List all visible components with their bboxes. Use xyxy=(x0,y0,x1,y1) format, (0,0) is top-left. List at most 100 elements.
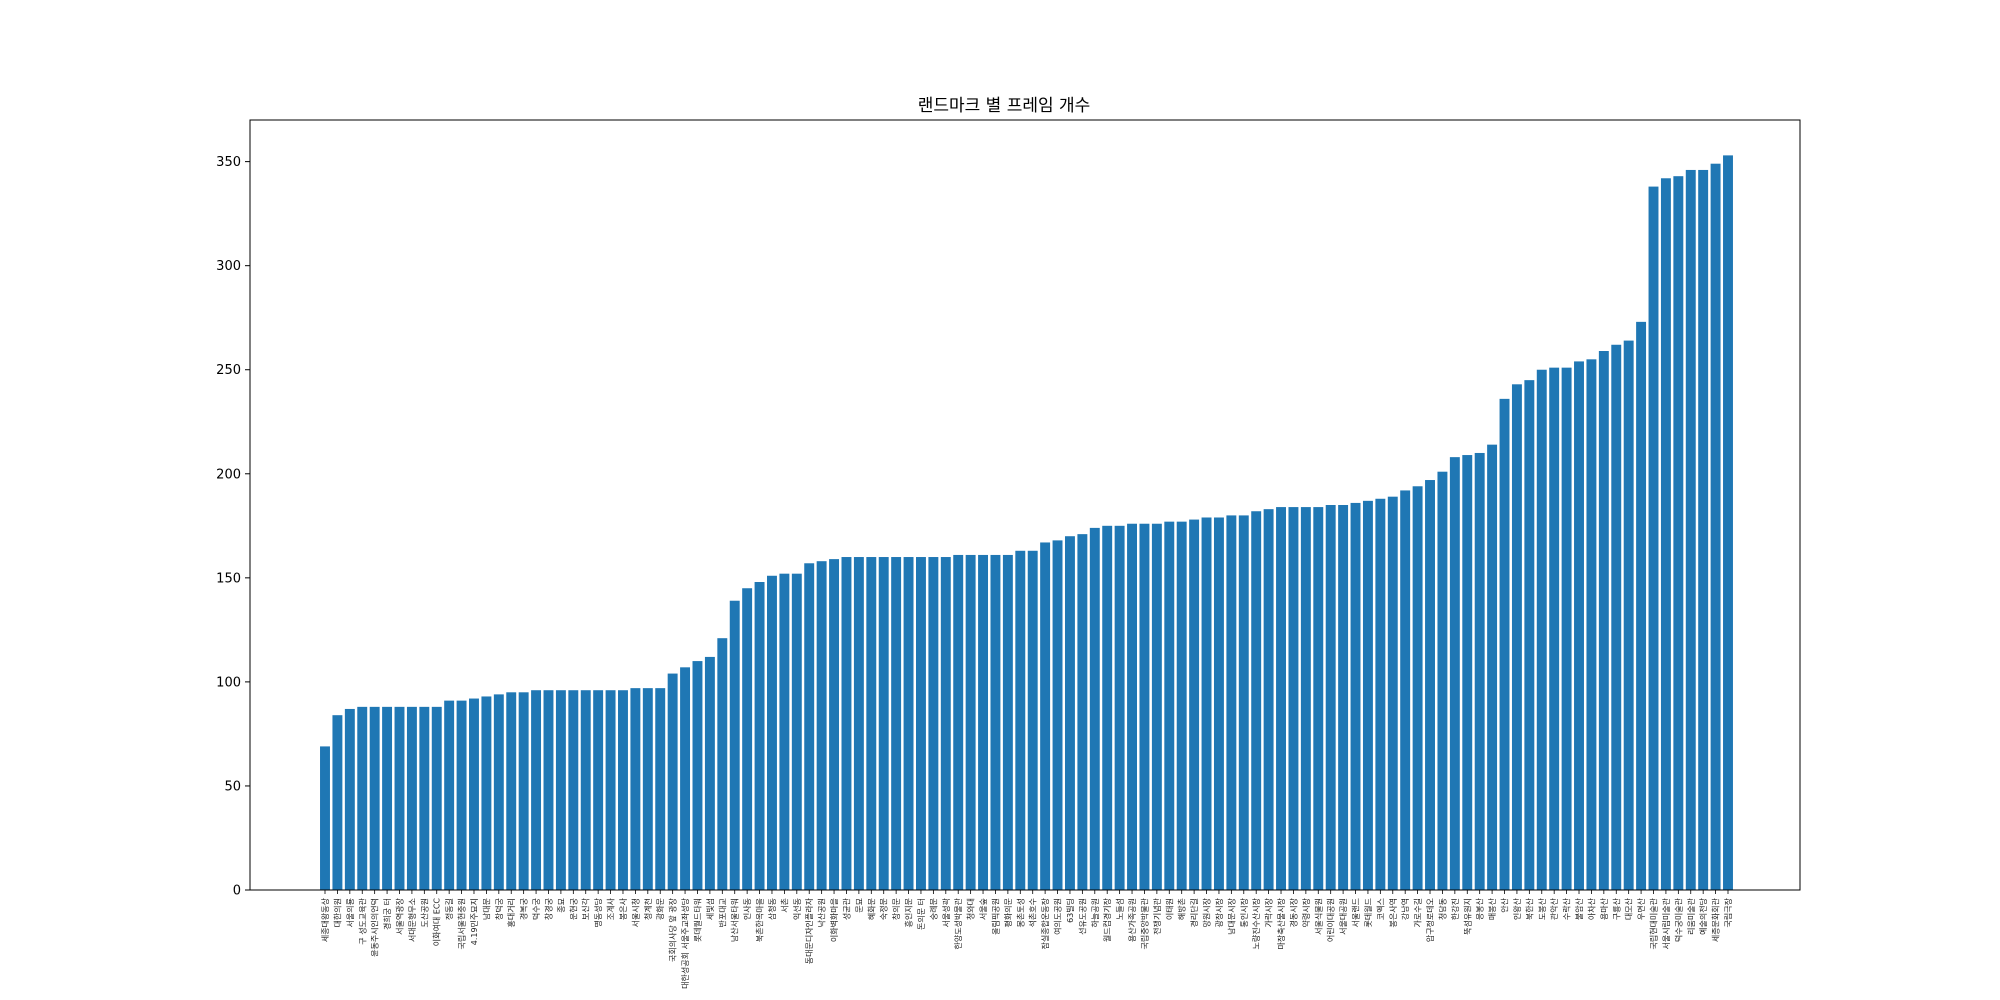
x-tick-label: 이화여대 ECC xyxy=(432,898,442,947)
x-tick-label: 강남역 xyxy=(1400,898,1410,920)
bar xyxy=(555,690,566,890)
x-tick-label: 서울식물원 xyxy=(1314,898,1323,935)
bar xyxy=(1549,367,1560,890)
x-tick-label: 평화의문 xyxy=(1003,898,1013,927)
bar xyxy=(1611,344,1622,890)
x-tick-label: 봉은사 xyxy=(619,897,628,920)
x-tick-label: 광장시장 xyxy=(1214,897,1224,927)
x-tick-label: 우면산 xyxy=(1636,897,1646,920)
bar xyxy=(717,638,728,890)
x-tick-label: 가락시장 xyxy=(1264,897,1274,927)
bar xyxy=(394,706,405,890)
x-tick-label: 창경궁 xyxy=(543,898,553,920)
x-tick-label: 한강진 xyxy=(1450,898,1460,920)
y-tick-label: 150 xyxy=(216,571,241,586)
bar xyxy=(791,573,802,890)
x-tick-label: 덕수궁미술관 xyxy=(1673,897,1683,942)
x-tick-label: 도봉산 xyxy=(1537,897,1547,920)
x-tick-label: 숭례문 xyxy=(928,898,938,920)
x-tick-label: 노들섬 xyxy=(1115,898,1125,920)
bar xyxy=(655,688,666,890)
bar xyxy=(829,559,840,890)
bar xyxy=(990,554,1001,890)
bar xyxy=(1189,519,1200,890)
bar xyxy=(469,698,479,890)
bar xyxy=(642,688,653,890)
bar xyxy=(1127,523,1137,890)
x-tick-label: 통인시장 xyxy=(1239,897,1249,927)
bar xyxy=(1524,380,1535,890)
x-tick-label: 윤동주시인의언덕 xyxy=(370,898,380,957)
bar xyxy=(1338,505,1349,890)
x-tick-label: 용산가족공원 xyxy=(1127,898,1137,942)
bar xyxy=(1263,509,1274,890)
x-tick-label: 국립중앙박물관 xyxy=(1139,897,1149,949)
bar xyxy=(531,690,542,890)
bar xyxy=(1412,486,1423,890)
x-tick-label: 흥인지문 xyxy=(904,898,914,927)
bar xyxy=(369,706,380,890)
bar xyxy=(618,690,628,890)
bar xyxy=(320,746,330,890)
bar xyxy=(916,557,926,890)
bar xyxy=(1226,515,1237,890)
x-tick-label: 동대문디자인플라자 xyxy=(804,897,814,964)
x-tick-label: 보신각 xyxy=(581,897,591,920)
x-tick-label: 도산공원 xyxy=(419,898,429,927)
x-tick-label: 마장축산물시장 xyxy=(1276,897,1286,949)
bar xyxy=(1201,517,1212,890)
bar xyxy=(593,690,604,890)
x-tick-label: 남대문 xyxy=(482,898,491,920)
x-tick-label: 서울시립미술관 xyxy=(1661,897,1671,949)
bar xyxy=(1139,523,1150,890)
bar xyxy=(1077,534,1088,890)
x-tick-label: 압구정로데오 xyxy=(1425,898,1435,942)
bar xyxy=(692,661,703,890)
bar xyxy=(1040,542,1051,890)
bar xyxy=(891,557,902,890)
x-axis: 세종대왕동상 대한의원 서울의룡 구 성도교육관 윤동주시인의언덕 경희궁 터 서울역광장 서… xyxy=(320,890,1733,989)
bar xyxy=(754,582,765,890)
x-tick-label: 정동길 xyxy=(444,898,454,920)
bar xyxy=(1213,517,1224,890)
bar xyxy=(1698,169,1709,890)
x-tick-label: 잠실종합운동장 xyxy=(1040,897,1050,949)
x-tick-label: 가로수길 xyxy=(1414,898,1423,927)
x-tick-label: 국립현대미술관 xyxy=(1649,897,1659,949)
x-tick-label: 응봉산 xyxy=(1475,897,1485,920)
bar xyxy=(1636,321,1647,890)
x-tick-label: 운현궁 xyxy=(569,898,578,920)
x-tick-label: 서울랜드 xyxy=(1351,898,1361,927)
bars-group xyxy=(320,155,1733,891)
bar xyxy=(630,688,641,890)
plot-frame xyxy=(249,119,1801,891)
x-tick-label: 석촌호수 xyxy=(1028,898,1038,927)
x-tick-label: 경복궁 xyxy=(519,898,529,920)
bar xyxy=(1362,500,1373,890)
x-tick-label: 대모산 xyxy=(1624,897,1634,920)
x-tick-label: 대한성공회 서울주교좌성당 xyxy=(680,897,690,989)
bar xyxy=(1536,369,1547,891)
x-tick-label: 월드컵경기장 xyxy=(1102,897,1112,942)
bar xyxy=(1710,163,1721,890)
bar xyxy=(1176,521,1187,890)
x-tick-label: 남대문시장 xyxy=(1226,897,1236,934)
x-tick-label: 남산서울타워 xyxy=(730,898,740,942)
bar xyxy=(667,673,678,890)
bar xyxy=(841,557,852,890)
bar xyxy=(729,600,740,890)
x-tick-label: 관악산 xyxy=(1549,897,1559,920)
bar xyxy=(1400,490,1411,890)
x-tick-label: 돈의문 터 xyxy=(916,898,926,930)
bar xyxy=(953,554,964,890)
x-tick-label: 아차산 xyxy=(1586,897,1596,920)
x-tick-label: 숙정문 xyxy=(879,898,889,920)
x-tick-label: 성균관 xyxy=(841,897,851,920)
bar xyxy=(506,692,517,890)
x-tick-label: 뚝섬유원지 xyxy=(1462,898,1472,935)
bar xyxy=(605,690,616,890)
bar xyxy=(816,561,827,890)
x-tick-label: 올림픽공원 xyxy=(990,898,1000,935)
x-tick-label: 경희궁 터 xyxy=(382,898,392,930)
x-tick-label: 해방촌 xyxy=(1177,898,1187,920)
